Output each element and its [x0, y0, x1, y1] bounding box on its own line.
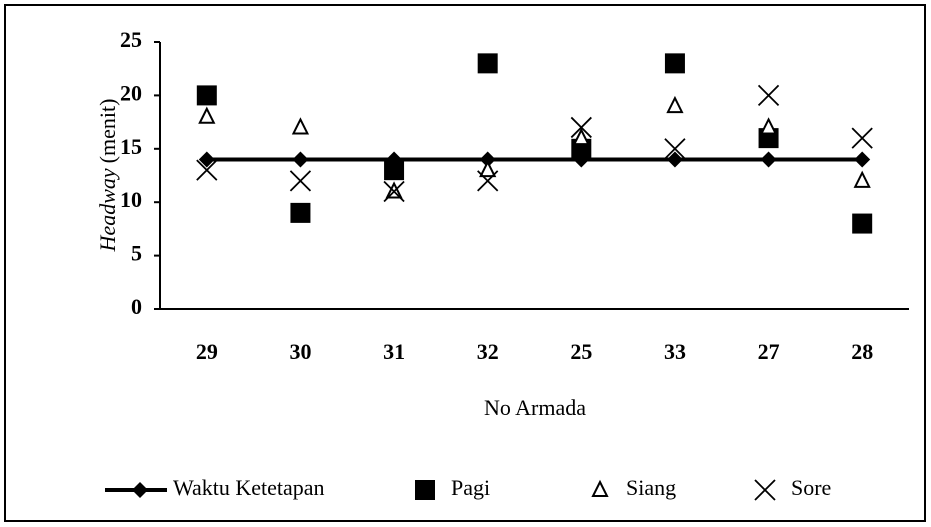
- point-diamond: [854, 151, 871, 168]
- y-tick-label: 20: [120, 80, 142, 105]
- legend-label: Sore: [791, 475, 831, 500]
- x-tick-label: 33: [664, 339, 686, 364]
- point-triangle: [853, 170, 871, 188]
- point-triangle: [479, 159, 497, 178]
- x-tick-label: 30: [289, 339, 311, 364]
- y-tick-label: 25: [120, 27, 142, 52]
- point-triangle: [291, 117, 310, 135]
- point-square: [290, 202, 311, 223]
- point-diamond: [760, 151, 777, 168]
- point-x: [664, 138, 686, 160]
- x-tick-label: 31: [383, 339, 405, 364]
- x-tick-label: 29: [196, 339, 218, 364]
- point-diamond: [666, 151, 683, 168]
- point-square: [196, 85, 217, 106]
- point-diamond: [198, 151, 215, 168]
- point-x: [196, 159, 218, 181]
- point-square: [664, 53, 685, 74]
- legend-marker: [132, 482, 148, 498]
- y-tick-label: 10: [120, 187, 142, 212]
- point-x: [289, 170, 312, 192]
- point-diamond: [479, 151, 496, 168]
- legend-marker: [415, 480, 435, 500]
- x-axis-label: No Armada: [484, 395, 586, 420]
- point-square: [852, 213, 873, 234]
- legend-marker: [591, 479, 609, 497]
- point-x: [383, 180, 405, 203]
- x-tick-label: 25: [570, 339, 592, 364]
- legend-label: Siang: [626, 475, 676, 500]
- y-axis-label-italic: Headway: [95, 168, 120, 252]
- point-x: [851, 127, 873, 149]
- x-tick-label: 27: [758, 339, 780, 364]
- y-tick-label: 5: [131, 241, 142, 266]
- legend-marker: [754, 479, 776, 501]
- y-tick-label: 15: [120, 134, 142, 159]
- y-axis-label-rest: (menit): [95, 99, 120, 164]
- point-triangle: [666, 95, 684, 114]
- x-tick-label: 32: [477, 339, 499, 364]
- chart-frame: [4, 4, 926, 522]
- y-tick-label: 0: [131, 294, 142, 319]
- legend-label: Pagi: [451, 475, 490, 500]
- point-square: [384, 160, 405, 181]
- point-x: [757, 84, 780, 107]
- point-x: [477, 170, 499, 192]
- legend-label: Waktu Ketetapan: [173, 475, 325, 500]
- point-triangle: [572, 127, 590, 146]
- point-triangle: [759, 117, 778, 135]
- point-square: [477, 53, 498, 74]
- point-triangle: [198, 106, 216, 124]
- point-x: [570, 116, 592, 139]
- y-axis-label: Headway (menit): [95, 99, 120, 253]
- x-tick-label: 28: [851, 339, 873, 364]
- point-diamond: [292, 151, 309, 168]
